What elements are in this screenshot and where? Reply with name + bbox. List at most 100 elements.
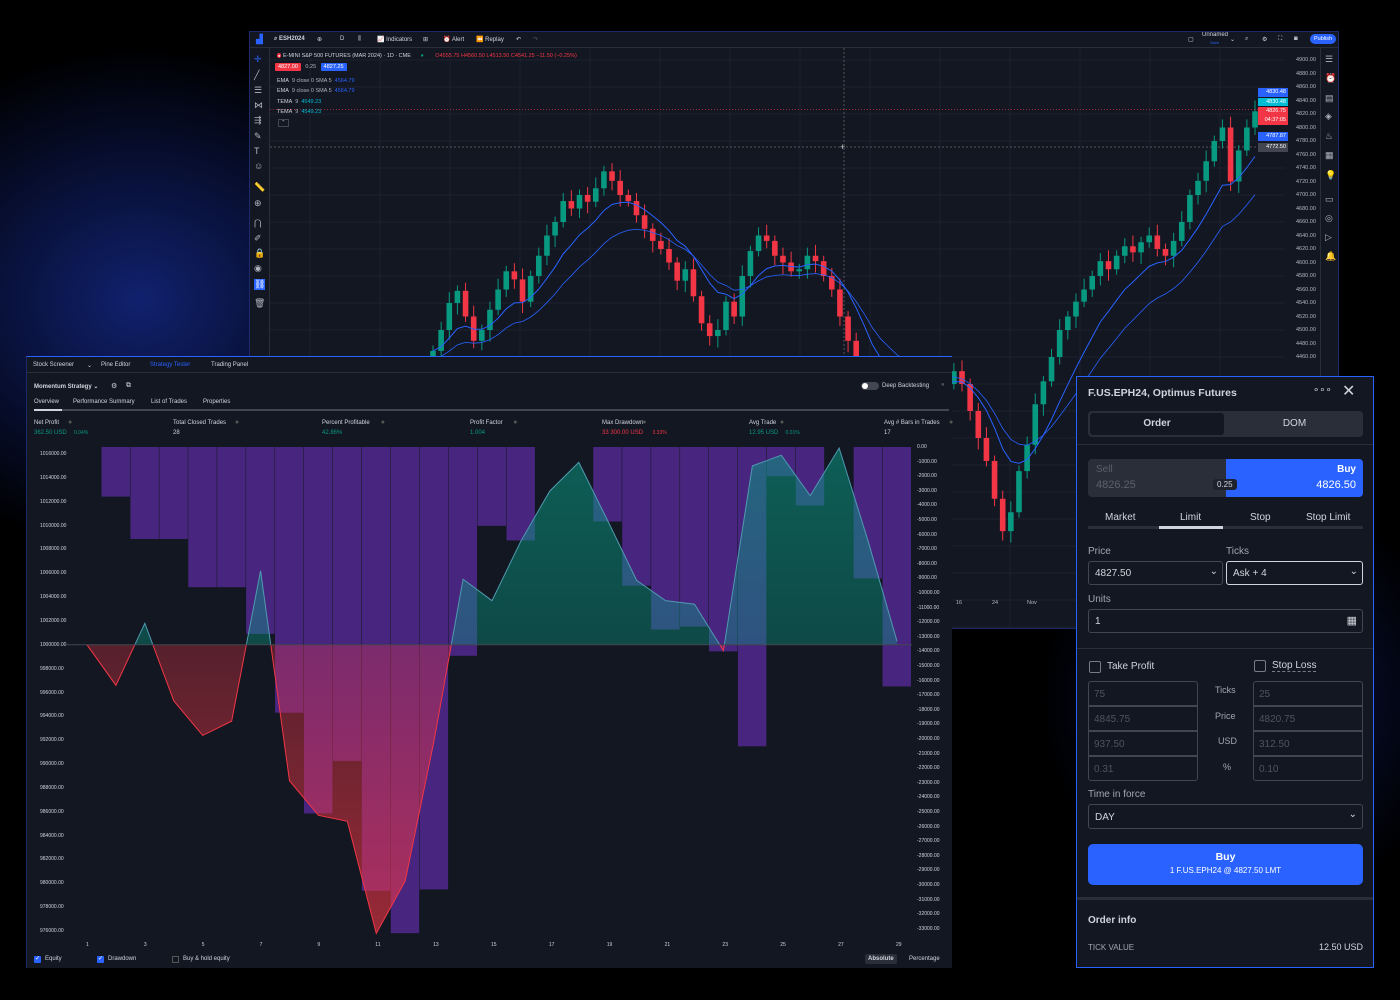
projection-icon[interactable]: ⇶ <box>254 115 262 125</box>
tp-field-1[interactable]: 4845.75 <box>1088 706 1198 731</box>
indicators-button[interactable]: 📈 Indicators <box>377 37 413 43</box>
redo-icon[interactable]: ↷ <box>533 37 539 43</box>
tab-list-of-trades[interactable]: List of Trades <box>151 399 188 405</box>
chevron-down-icon[interactable]: ⌄ <box>1230 37 1236 43</box>
hotlist-icon[interactable]: ♨ <box>1325 131 1334 141</box>
layout-save[interactable]: Save <box>1210 40 1220 45</box>
news-icon[interactable]: ▤ <box>1325 93 1334 103</box>
source-code-icon[interactable]: ⧉ <box>126 382 131 389</box>
pattern-icon[interactable]: ⋈ <box>254 100 263 110</box>
close-icon[interactable]: ✕ <box>1342 383 1356 400</box>
quick-search-icon[interactable]: ⌕ <box>1245 36 1249 42</box>
calculator-icon[interactable]: ▦ <box>1346 615 1357 627</box>
candle <box>1154 235 1161 249</box>
ohlc-open: O4555.75 <box>435 53 460 59</box>
absolute-button[interactable]: Absolute <box>865 954 897 964</box>
sl-field-0[interactable]: 25 <box>1253 681 1363 706</box>
lock-drawing-icon[interactable]: ✐ <box>254 233 262 243</box>
sl-field-2[interactable]: 312.50 <box>1253 731 1363 756</box>
eye-icon[interactable]: ◉ <box>254 263 262 273</box>
units-input[interactable]: 1 ▦ <box>1088 609 1363 633</box>
ticks-select[interactable]: Ask + 4 ⌄ <box>1226 561 1363 585</box>
sell-side-button[interactable]: Sell 4826.25 <box>1088 459 1226 497</box>
equity-chart[interactable] <box>27 437 952 957</box>
help-icon[interactable]: ● <box>941 382 945 388</box>
replay-button[interactable]: ⏪ Replay <box>476 37 504 43</box>
lock-icon[interactable]: 🔒 <box>254 248 266 258</box>
sync-icon[interactable]: ⛓ <box>254 279 266 290</box>
collapse-legend-icon[interactable]: ⌃ <box>278 119 289 127</box>
order-type-stop[interactable]: Stop <box>1250 512 1271 523</box>
strategy-select[interactable]: Momentum Strategy ⌄ <box>34 384 99 390</box>
ideas-icon[interactable]: 💡 <box>1325 170 1337 180</box>
calendar-icon[interactable]: ▦ <box>1325 150 1334 160</box>
buy-side-button[interactable]: Buy 4826.50 <box>1226 459 1363 497</box>
buy-button[interactable]: 4827.25 <box>320 63 347 71</box>
tab-stock-screener[interactable]: Stock Screener <box>33 362 75 368</box>
take-profit-checkbox[interactable] <box>1089 661 1101 673</box>
candle <box>617 180 623 195</box>
tab-performance-summary[interactable]: Performance Summary <box>73 399 135 405</box>
order-type-stop-limit[interactable]: Stop Limit <box>1306 512 1351 523</box>
tab-trading-panel[interactable]: Trading Panel <box>211 362 249 368</box>
tp-field-3[interactable]: 0.31 <box>1088 756 1198 781</box>
fullscreen-icon[interactable]: ⛶ <box>1278 36 1283 42</box>
camera-icon[interactable]: ◙ <box>1294 36 1298 42</box>
publish-button[interactable]: Publish <box>1310 34 1337 44</box>
tif-select[interactable]: DAY ⌄ <box>1088 804 1363 829</box>
tp-field-2[interactable]: 937.50 <box>1088 731 1198 756</box>
watchlist-icon[interactable]: ☰ <box>1325 54 1334 64</box>
stop-loss-checkbox[interactable] <box>1254 660 1266 672</box>
tab-pine-editor[interactable]: Pine Editor <box>101 362 131 368</box>
candle <box>552 222 558 236</box>
candle <box>1097 261 1104 276</box>
tab-order[interactable]: Order <box>1090 413 1224 435</box>
percentage-button[interactable]: Percentage <box>909 956 940 962</box>
alert-button[interactable]: ⏰ Alert <box>443 37 465 43</box>
price-axis-label: 4900.00 <box>1296 57 1316 63</box>
deep-backtesting-toggle[interactable] <box>861 382 879 390</box>
ruler-icon[interactable]: 📏 <box>254 182 266 192</box>
crosshair-icon[interactable]: ✛ <box>254 54 262 64</box>
candle <box>1195 180 1201 195</box>
icons-icon[interactable]: ☺ <box>254 161 264 171</box>
magnet-icon[interactable]: ⋂ <box>254 218 262 228</box>
brush-icon[interactable]: ✎ <box>254 131 262 141</box>
sl-field-3[interactable]: 0.10 <box>1253 756 1363 781</box>
add-symbol-icon[interactable]: ⊕ <box>317 37 323 43</box>
tp-field-0[interactable]: 75 <box>1088 681 1198 706</box>
place-buy-order-button[interactable]: Buy 1 F.US.EPH24 @ 4827.50 LMT <box>1088 844 1363 885</box>
layers-icon[interactable]: ◈ <box>1325 111 1332 121</box>
notifications-icon[interactable]: 🔔 <box>1325 251 1337 261</box>
candle <box>1089 276 1096 290</box>
tab-dom[interactable]: DOM <box>1282 418 1307 429</box>
symbol-search[interactable]: ⌕ ESH2024 <box>274 36 305 42</box>
gear-icon[interactable]: ⚙ <box>1262 37 1268 43</box>
stream-icon[interactable]: ▷ <box>1325 232 1332 242</box>
text-icon[interactable]: T <box>254 146 260 156</box>
chart-type-icon[interactable]: ⫼ <box>358 36 361 42</box>
layout-name[interactable]: Unnamed <box>1202 32 1229 38</box>
chat-icon[interactable]: ▭ <box>1325 194 1334 204</box>
tab-strategy-tester[interactable]: Strategy Tester <box>150 362 191 368</box>
tab-overview[interactable]: Overview <box>34 399 60 405</box>
zoom-icon[interactable]: ⊕ <box>254 198 262 208</box>
trash-icon[interactable]: 🗑 <box>254 298 266 308</box>
chevron-down-icon[interactable]: ⌄ <box>87 363 93 369</box>
undo-icon[interactable]: ↶ <box>516 37 522 43</box>
tab-properties[interactable]: Properties <box>203 399 231 405</box>
layout-icon[interactable]: ▢ <box>1188 37 1194 43</box>
price-input[interactable]: 4827.50 ⌄ <box>1088 561 1223 585</box>
fib-icon[interactable]: ☰ <box>254 85 263 95</box>
interval-button[interactable]: D <box>340 36 345 42</box>
trend-line-icon[interactable]: ╱ <box>254 70 260 80</box>
settings-icon[interactable]: ⚙ <box>111 383 118 390</box>
order-type-limit[interactable]: Limit <box>1180 512 1202 523</box>
alarm-icon[interactable]: ⏰ <box>1325 73 1337 83</box>
templates-icon[interactable]: ⊞ <box>423 37 429 43</box>
sell-button[interactable]: 4827.00 <box>275 63 301 71</box>
sl-field-1[interactable]: 4820.75 <box>1253 706 1363 731</box>
order-type-market[interactable]: Market <box>1105 512 1136 523</box>
support-icon[interactable]: ◎ <box>1325 213 1333 223</box>
more-icon[interactable]: ∘∘∘ <box>1313 385 1332 396</box>
